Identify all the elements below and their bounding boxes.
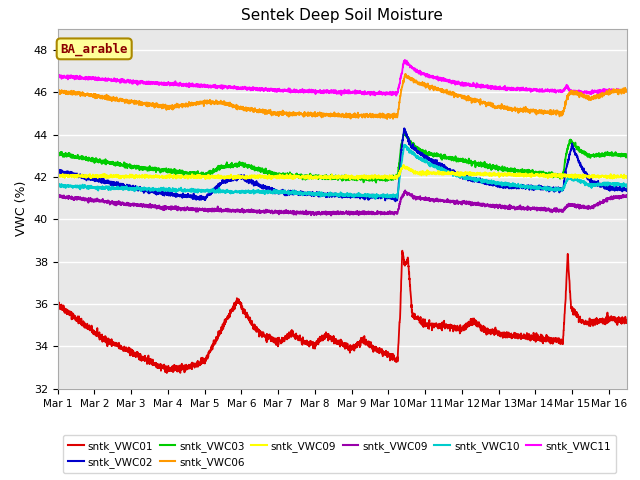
Line: sntk_VWC11: sntk_VWC11 bbox=[58, 60, 627, 96]
sntk_VWC09 bbox=[118, 200, 126, 206]
sntk_VWC03 bbox=[623, 152, 631, 158]
sntk_VWC03 bbox=[551, 171, 559, 177]
sntk_VWC01 bbox=[118, 345, 126, 350]
sntk_VWC02 bbox=[551, 186, 559, 192]
sntk_VWC01 bbox=[54, 300, 61, 306]
sntk_VWC09 bbox=[272, 209, 280, 215]
sntk_VWC11 bbox=[297, 87, 305, 93]
sntk_VWC01 bbox=[163, 370, 171, 376]
sntk_VWC09 bbox=[272, 173, 280, 179]
sntk_VWC06 bbox=[623, 88, 631, 94]
sntk_VWC09 bbox=[297, 211, 305, 216]
sntk_VWC03 bbox=[372, 180, 380, 185]
sntk_VWC10 bbox=[401, 142, 408, 147]
sntk_VWC01 bbox=[152, 364, 160, 370]
sntk_VWC10 bbox=[297, 189, 305, 195]
sntk_VWC09 bbox=[401, 187, 409, 193]
sntk_VWC02 bbox=[54, 170, 61, 176]
sntk_VWC11 bbox=[392, 93, 400, 98]
Y-axis label: VWC (%): VWC (%) bbox=[15, 181, 28, 237]
sntk_VWC09 bbox=[346, 177, 354, 182]
sntk_VWC11 bbox=[623, 88, 631, 94]
sntk_VWC01 bbox=[551, 335, 559, 341]
sntk_VWC09 bbox=[54, 172, 61, 178]
Line: sntk_VWC10: sntk_VWC10 bbox=[58, 144, 627, 199]
sntk_VWC06 bbox=[54, 87, 61, 93]
sntk_VWC03 bbox=[612, 152, 620, 157]
sntk_VWC09 bbox=[551, 205, 559, 211]
sntk_VWC11 bbox=[612, 87, 620, 93]
sntk_VWC10 bbox=[152, 187, 160, 192]
sntk_VWC06 bbox=[297, 111, 305, 117]
sntk_VWC01 bbox=[612, 316, 620, 322]
sntk_VWC03 bbox=[401, 129, 408, 134]
Legend: sntk_VWC01, sntk_VWC02, sntk_VWC03, sntk_VWC06, sntk_VWC09, sntk_VWC09, sntk_VWC: sntk_VWC01, sntk_VWC02, sntk_VWC03, sntk… bbox=[63, 435, 616, 473]
sntk_VWC06 bbox=[401, 71, 409, 77]
Line: sntk_VWC09: sntk_VWC09 bbox=[58, 190, 627, 216]
sntk_VWC10 bbox=[612, 181, 620, 187]
Title: Sentek Deep Soil Moisture: Sentek Deep Soil Moisture bbox=[241, 9, 444, 24]
sntk_VWC02 bbox=[152, 189, 160, 194]
sntk_VWC10 bbox=[272, 189, 280, 195]
Line: sntk_VWC06: sntk_VWC06 bbox=[58, 74, 627, 119]
sntk_VWC01 bbox=[399, 248, 406, 253]
sntk_VWC06 bbox=[152, 102, 160, 108]
sntk_VWC06 bbox=[551, 109, 559, 115]
sntk_VWC06 bbox=[118, 96, 126, 102]
sntk_VWC09 bbox=[297, 175, 305, 180]
sntk_VWC09 bbox=[623, 192, 631, 198]
sntk_VWC11 bbox=[272, 89, 280, 95]
sntk_VWC06 bbox=[383, 116, 391, 122]
sntk_VWC10 bbox=[623, 184, 631, 190]
sntk_VWC03 bbox=[118, 162, 126, 168]
sntk_VWC09 bbox=[118, 174, 126, 180]
Line: sntk_VWC03: sntk_VWC03 bbox=[58, 132, 627, 182]
sntk_VWC11 bbox=[118, 76, 126, 82]
sntk_VWC11 bbox=[401, 57, 409, 63]
sntk_VWC01 bbox=[297, 337, 305, 343]
sntk_VWC11 bbox=[551, 87, 559, 93]
sntk_VWC09 bbox=[612, 195, 620, 201]
sntk_VWC10 bbox=[372, 196, 380, 202]
sntk_VWC02 bbox=[401, 125, 408, 131]
sntk_VWC03 bbox=[54, 152, 61, 158]
sntk_VWC02 bbox=[623, 188, 631, 194]
Line: sntk_VWC02: sntk_VWC02 bbox=[58, 128, 627, 201]
sntk_VWC02 bbox=[297, 188, 305, 194]
sntk_VWC02 bbox=[612, 186, 620, 192]
sntk_VWC03 bbox=[297, 174, 305, 180]
sntk_VWC09 bbox=[54, 193, 61, 199]
Text: BA_arable: BA_arable bbox=[60, 42, 128, 56]
sntk_VWC01 bbox=[623, 318, 631, 324]
sntk_VWC06 bbox=[612, 88, 620, 94]
sntk_VWC03 bbox=[272, 171, 280, 177]
sntk_VWC09 bbox=[612, 175, 620, 180]
sntk_VWC09 bbox=[327, 213, 335, 218]
sntk_VWC03 bbox=[152, 167, 160, 173]
sntk_VWC09 bbox=[152, 204, 160, 210]
sntk_VWC09 bbox=[551, 172, 559, 178]
sntk_VWC09 bbox=[623, 174, 631, 180]
sntk_VWC09 bbox=[152, 174, 160, 180]
sntk_VWC06 bbox=[272, 110, 280, 116]
sntk_VWC02 bbox=[118, 184, 126, 190]
sntk_VWC01 bbox=[273, 342, 280, 348]
sntk_VWC09 bbox=[400, 162, 408, 168]
sntk_VWC11 bbox=[152, 81, 160, 86]
sntk_VWC02 bbox=[272, 188, 280, 194]
Line: sntk_VWC09: sntk_VWC09 bbox=[58, 165, 627, 180]
Line: sntk_VWC01: sntk_VWC01 bbox=[58, 251, 627, 373]
sntk_VWC11 bbox=[54, 72, 61, 77]
sntk_VWC10 bbox=[118, 185, 126, 191]
sntk_VWC02 bbox=[392, 198, 399, 204]
sntk_VWC10 bbox=[54, 182, 61, 188]
sntk_VWC10 bbox=[551, 186, 559, 192]
